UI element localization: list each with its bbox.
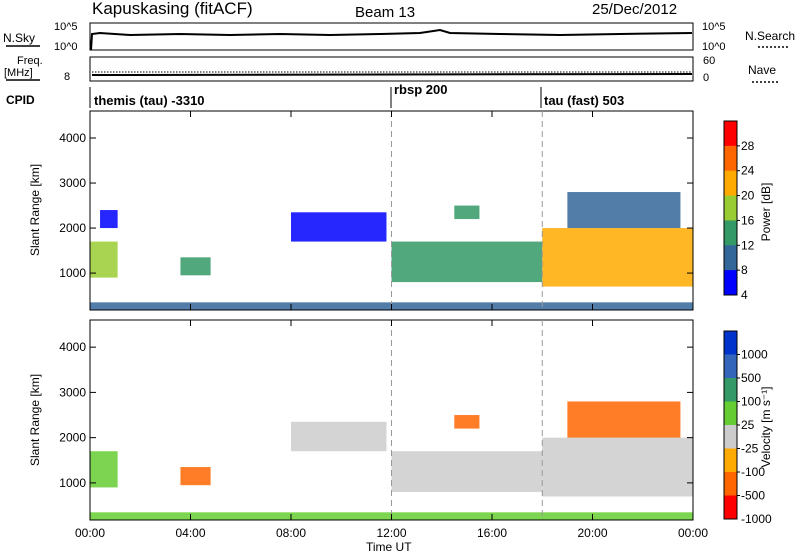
velocity-colorbar-swatch (724, 401, 737, 426)
freq-panel: Freq. [MHz] 8 60 0 Nave (4, 55, 780, 84)
velocity-colorbar-tick-label: -25 (741, 442, 759, 456)
velocity-ylabel: Slant Range [km] (28, 374, 42, 466)
power-colorbar-swatch (724, 245, 737, 271)
velocity-y-tick-label: 3000 (59, 385, 86, 399)
x-tick-label: 08:00 (276, 526, 306, 540)
power-colorbar-swatch (724, 121, 737, 147)
nave-tick-bottom: 0 (703, 72, 709, 84)
velocity-colorbar-swatch (724, 472, 737, 496)
power-colorbar-tick-label: 4 (741, 288, 748, 302)
power-colorbar-swatch (724, 220, 737, 246)
x-tick-label: 00:00 (75, 526, 105, 540)
velocity-echo-region (391, 451, 543, 492)
power-echo-region (180, 257, 211, 276)
power-colorbar-tick-label: 12 (741, 238, 755, 252)
power-colorbar-swatch (724, 270, 737, 296)
nsky-label: N.Sky (3, 31, 35, 45)
velocity-colorbar-swatch (724, 378, 737, 402)
freq-label-1: Freq. (17, 55, 43, 67)
velocity-colorbar: 1000 500 100 25 -25 -100 -500 -1000 (723, 330, 772, 526)
nave-label: Nave (748, 63, 776, 77)
power-y-tick-label: 4000 (59, 131, 86, 145)
power-y-tick-label: 2000 (59, 221, 86, 235)
date-title: 25/Dec/2012 (592, 1, 677, 18)
velocity-echo-region (291, 421, 387, 452)
velocity-colorbar-swatch (724, 354, 737, 379)
power-colorbar-frame (723, 120, 738, 296)
velocity-y-tick-label: 1000 (59, 476, 86, 490)
cpid-panel: CPID themis (tau) -3310 rbsp 200 tau (fa… (6, 82, 624, 108)
beam-title: Beam 13 (355, 4, 415, 21)
power-colorbar-tick-label: 16 (741, 213, 755, 227)
power-echo-region (454, 205, 480, 220)
power-y-tick-label: 1000 (59, 266, 86, 280)
power-y-tick-label: 3000 (59, 176, 86, 190)
nsearch-tick-bottom: 10^0 (702, 41, 726, 53)
mode-boundaries (391, 111, 543, 520)
power-colorbar-label: Power [dB] (759, 183, 773, 242)
velocity-colorbar-tick-label: 500 (741, 371, 761, 385)
power-colorbar: 28 24 20 16 12 8 4 (723, 120, 755, 302)
cpid-segment-3: tau (fast) 503 (544, 93, 624, 108)
nsky-trace (90, 28, 693, 51)
nsky-tick-top: 10^5 (54, 21, 78, 33)
power-echo-region (542, 228, 693, 287)
power-colorbar-tick-label: 24 (741, 164, 755, 178)
power-echo-region (391, 241, 543, 283)
power-y-ticks: 1000 2000 3000 4000 (59, 131, 693, 280)
power-colorbar-tick-label: 28 (741, 139, 755, 153)
velocity-panel: Slant Range [km] 1000 2000 3000 4000 (28, 319, 694, 521)
power-panel: Slant Range [km] 1000 2000 3000 4000 (28, 110, 694, 311)
freq-label-2: [MHz] (4, 67, 33, 79)
power-colorbar-tick-label: 8 (741, 263, 748, 277)
velocity-colorbar-swatch (724, 331, 737, 355)
velocity-colorbar-swatch (724, 425, 737, 449)
velocity-y-ticks: 1000 2000 3000 4000 (59, 340, 693, 490)
nave-tick-top: 60 (703, 55, 715, 67)
x-tick-label: 16:00 (477, 526, 507, 540)
x-tick-label: 04:00 (175, 526, 205, 540)
velocity-echo-region (567, 401, 681, 438)
velocity-echo-region (454, 415, 480, 429)
x-axis: 00:00 04:00 08:00 12:00 16:00 20:00 00:00 (75, 111, 708, 540)
velocity-colorbar-tick-label: 100 (741, 395, 761, 409)
nsearch-label: N.Search (745, 29, 795, 43)
velocity-colorbar-tick-label: 25 (741, 418, 755, 432)
power-colorbar-tick-label: 20 (741, 189, 755, 203)
x-tick-label: 00:00 (678, 526, 708, 540)
velocity-echo-region (180, 467, 211, 486)
station-title: Kapuskasing (fitACF) (92, 0, 253, 18)
cpid-label: CPID (6, 93, 35, 107)
power-echo-region (291, 212, 387, 242)
x-axis-label: Time UT (366, 540, 412, 554)
velocity-echo-region (542, 437, 693, 497)
velocity-y-tick-label: 2000 (59, 431, 86, 445)
x-tick-label: 20:00 (577, 526, 607, 540)
velocity-echo-region (90, 451, 118, 488)
power-colorbar-swatch (724, 170, 737, 197)
cpid-segment-1: themis (tau) -3310 (94, 93, 205, 108)
freq-trace (91, 73, 693, 76)
power-echo-region (567, 192, 681, 229)
power-colorbar-swatch (724, 145, 737, 172)
freq-tick: 8 (64, 71, 70, 83)
power-echo-region (90, 241, 118, 278)
velocity-y-tick-label: 4000 (59, 340, 86, 354)
power-ylabel: Slant Range [km] (28, 164, 42, 256)
velocity-colorbar-tick-label: -500 (741, 489, 765, 503)
power-colorbar-swatch (724, 195, 737, 221)
nsky-panel: N.Sky 10^5 10^0 10^5 10^0 N.Search (3, 21, 795, 53)
velocity-colorbar-label: Velocity [m s⁻¹] (759, 386, 773, 467)
velocity-colorbar-tick-label: -100 (741, 465, 765, 479)
velocity-colorbar-tick-label: -1000 (741, 512, 772, 526)
nsearch-tick-top: 10^5 (702, 21, 726, 33)
velocity-colorbar-swatch (724, 448, 737, 473)
x-tick-label: 12:00 (376, 526, 406, 540)
cpid-segment-2: rbsp 200 (394, 82, 447, 97)
velocity-colorbar-swatch (724, 495, 737, 520)
velocity-colorbar-tick-label: 1000 (741, 348, 768, 362)
nsky-tick-bottom: 10^0 (54, 41, 78, 53)
power-echo-region (100, 210, 118, 229)
